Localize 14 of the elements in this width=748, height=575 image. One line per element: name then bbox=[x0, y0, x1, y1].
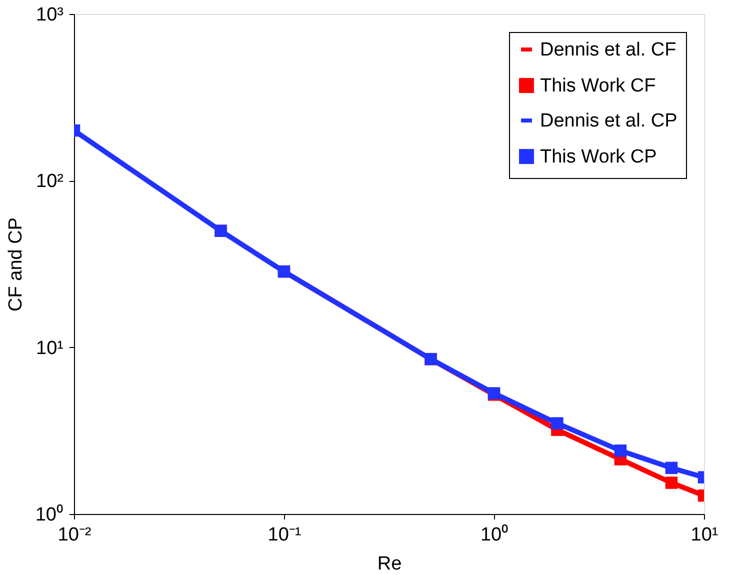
x-tick-label: 10⁻¹ bbox=[268, 524, 302, 546]
legend-label: This Work CP bbox=[540, 146, 657, 168]
y-tick-label: 10³ bbox=[36, 4, 64, 26]
x-tick-label: 10⁻² bbox=[58, 524, 92, 546]
x-axis-title: Re bbox=[377, 554, 402, 574]
x-tick-label: 10⁰ bbox=[480, 524, 509, 546]
y-tick-label: 10¹ bbox=[36, 338, 64, 359]
y-tick-label: 10⁰ bbox=[35, 504, 64, 526]
y-axis-title: CF and CP bbox=[5, 218, 26, 312]
legend-label: This Work CF bbox=[540, 76, 656, 96]
legend-label: Dennis et al. CP bbox=[540, 110, 678, 132]
x-tick-label: 10¹ bbox=[690, 524, 718, 546]
y-tick-label: 10² bbox=[36, 171, 64, 192]
legend-label: Dennis et al. CF bbox=[540, 40, 676, 60]
